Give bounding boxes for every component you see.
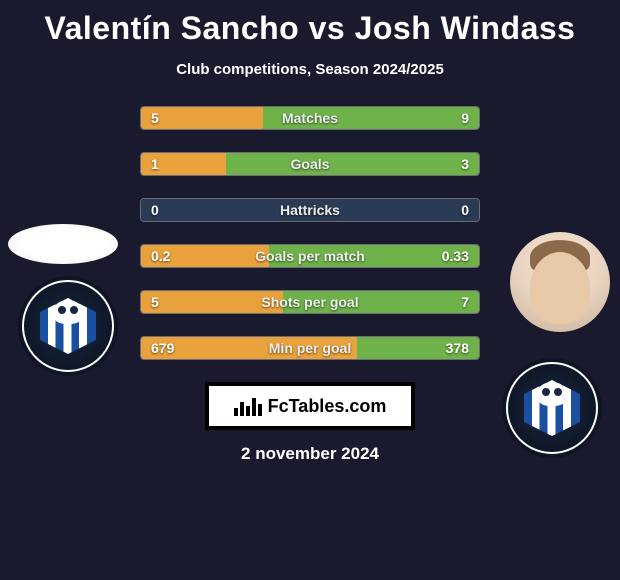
metric-row: 00Hattricks — [140, 198, 480, 222]
metric-label: Goals per match — [141, 245, 479, 267]
metric-bars: 59Matches 13Goals 00Hattricks 0.20.33Goals … — [140, 106, 480, 360]
player1-club-crest — [18, 276, 118, 376]
metric-row: 679378Min per goal — [140, 336, 480, 360]
owl-icon — [537, 382, 567, 406]
avatar-face — [530, 252, 590, 324]
metric-label: Goals — [141, 153, 479, 175]
brand-text: FcTables.com — [268, 396, 387, 417]
metric-label: Shots per goal — [141, 291, 479, 313]
comparison-card: Valentín Sancho vs Josh Windass Club com… — [0, 0, 620, 464]
player1-name: Valentín Sancho — [45, 10, 300, 46]
player2-avatar — [510, 232, 610, 332]
metric-label: Matches — [141, 107, 479, 129]
owl-icon — [53, 300, 83, 324]
brand-box: FcTables.com — [205, 382, 415, 430]
player2-club-crest — [502, 358, 602, 458]
metric-row: 0.20.33Goals per match — [140, 244, 480, 268]
player1-avatar — [8, 224, 118, 264]
metric-row: 13Goals — [140, 152, 480, 176]
player2-name: Josh Windass — [355, 10, 576, 46]
metric-row: 57Shots per goal — [140, 290, 480, 314]
metric-label: Min per goal — [141, 337, 479, 359]
vs-label: vs — [309, 10, 346, 46]
main-area: 59Matches 13Goals 00Hattricks 0.20.33Goals … — [0, 106, 620, 464]
metric-label: Hattricks — [141, 199, 479, 221]
page-title: Valentín Sancho vs Josh Windass — [0, 10, 620, 47]
subtitle: Club competitions, Season 2024/2025 — [0, 61, 620, 78]
metric-row: 59Matches — [140, 106, 480, 130]
fctables-icon — [234, 396, 262, 416]
